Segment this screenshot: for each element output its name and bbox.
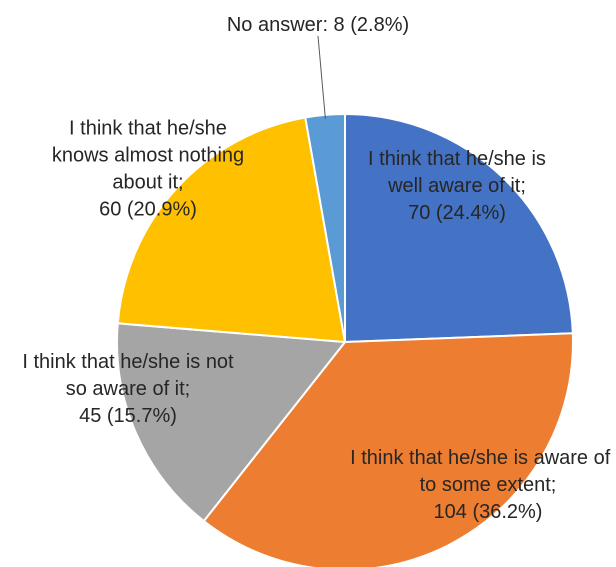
pie-slice-1 [202, 332, 574, 567]
slice-label-line: so aware of it; [66, 378, 191, 400]
slice-label-line: 60 (20.9%) [99, 199, 197, 221]
slice-label-2: I think that he/she is not so aware of it… [22, 351, 234, 427]
pie-slice-0 [344, 112, 574, 344]
slice-label-0: I think that he/she is well aware of it; 7… [368, 148, 546, 224]
slice-label-4: No answer: 8 (2.8%) [227, 14, 409, 36]
slice-label-line: 45 (15.7%) [79, 405, 177, 427]
slice-label-line: well aware of it; [387, 175, 526, 197]
slice-label-line: 70 (24.4%) [408, 202, 506, 224]
slice-label-line: about it; [112, 172, 183, 194]
slice-label-line: 104 (36.2%) [434, 501, 543, 523]
data-labels: I think that he/she is well aware of it; 7… [22, 14, 616, 523]
leader-lines [317, 35, 326, 119]
leader-line-4 [317, 35, 326, 119]
slice-label-line: I think that he/she is [368, 148, 546, 170]
slice-label-line: I think that he/she is not [22, 351, 234, 373]
slice-label-line: I think that he/she is aware of it [350, 447, 616, 469]
slice-label-line: I think that he/she [69, 118, 227, 140]
slice-label-1: I think that he/she is aware of it to som… [350, 447, 616, 523]
pie-slice-3 [116, 116, 347, 344]
slice-label-line: No answer: 8 (2.8%) [227, 14, 409, 36]
slice-label-3: I think that he/she knows almost nothing a… [52, 118, 244, 221]
slice-label-line: knows almost nothing [52, 145, 244, 167]
slice-label-line: to some extent; [420, 474, 557, 496]
pie-slice-2 [116, 322, 347, 523]
